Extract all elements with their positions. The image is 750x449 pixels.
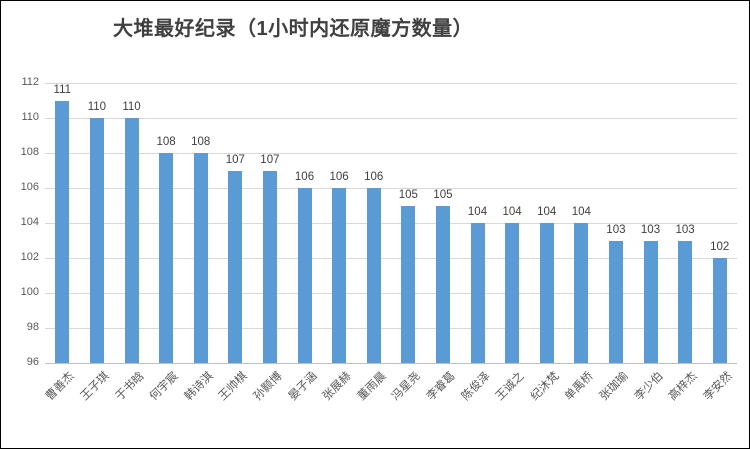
bar-value-label: 103 xyxy=(640,223,661,236)
y-axis-tick-label: 100 xyxy=(20,286,39,298)
x-axis-category-label: 冯星尧 xyxy=(390,370,423,404)
x-axis-category-label: 晏子涵 xyxy=(286,370,320,404)
chart-title: 大堆最好纪录（1小时内还原魔方数量） xyxy=(113,18,474,40)
x-axis-line xyxy=(45,363,737,364)
bar xyxy=(55,100,70,363)
bar-value-label: 110 xyxy=(122,101,141,113)
bar xyxy=(678,240,693,363)
bar xyxy=(643,240,658,363)
x-axis-category-label: 于书晗 xyxy=(113,370,147,404)
bar xyxy=(124,118,139,363)
y-axis-tick-label: 106 xyxy=(20,181,39,193)
bar xyxy=(712,258,727,363)
bar-value-label: 111 xyxy=(53,83,72,96)
gridline xyxy=(45,293,737,294)
x-axis-category-label: 纪沐梵 xyxy=(528,370,562,404)
bar xyxy=(435,205,450,363)
y-axis-tick-label: 112 xyxy=(21,76,39,88)
bar xyxy=(505,223,520,363)
x-axis-category-label: 李少伯 xyxy=(632,370,666,404)
bar xyxy=(159,153,174,363)
x-axis-category-label: 何宇宸 xyxy=(147,370,181,404)
y-axis-tick-label: 98 xyxy=(26,321,39,333)
bar xyxy=(262,170,277,363)
y-axis-tick-label: 96 xyxy=(26,356,39,368)
bar-value-label: 108 xyxy=(156,136,176,148)
gridline xyxy=(45,153,737,154)
x-axis-category-label: 王诚之 xyxy=(493,370,527,404)
bar-value-label: 106 xyxy=(364,171,384,183)
x-axis-category-label: 单禹桥 xyxy=(563,370,596,404)
bar xyxy=(574,223,589,363)
bar-value-label: 104 xyxy=(537,206,557,218)
y-axis-tick-label: 108 xyxy=(20,146,39,158)
bar-value-label: 103 xyxy=(675,223,695,236)
bar-value-label: 107 xyxy=(260,153,280,166)
bar-value-label: 105 xyxy=(398,188,418,201)
x-axis-category-label: 李睿葛 xyxy=(424,370,458,404)
bar-value-label: 102 xyxy=(710,241,730,253)
bar xyxy=(89,118,104,363)
bar xyxy=(193,153,208,363)
gridline xyxy=(45,83,737,84)
bar-value-label: 106 xyxy=(294,171,315,183)
gridline xyxy=(45,188,737,189)
bar-value-label: 104 xyxy=(571,206,591,218)
bar xyxy=(228,170,243,363)
bar-value-label: 108 xyxy=(191,136,211,148)
bar-value-label: 104 xyxy=(467,206,488,218)
y-axis-tick-label: 104 xyxy=(20,216,39,228)
x-axis-category-label: 李安然 xyxy=(701,370,735,404)
gridline xyxy=(45,258,737,259)
bar-value-label: 107 xyxy=(225,153,245,166)
bar-value-label: 103 xyxy=(606,223,626,236)
gridline xyxy=(45,223,737,224)
x-axis-category-label: 曹善杰 xyxy=(44,370,77,404)
x-axis-category-label: 陈俊泽 xyxy=(459,370,493,404)
bar xyxy=(366,188,381,363)
bar xyxy=(297,188,312,363)
gridline xyxy=(45,118,737,119)
x-axis-category-label: 张珈瑜 xyxy=(597,370,631,404)
y-axis-tick-label: 102 xyxy=(20,251,39,263)
bar-value-label: 105 xyxy=(433,188,453,201)
x-axis-category-label: 王子琪 xyxy=(78,370,112,404)
x-axis-category-label: 孙颢博 xyxy=(251,370,285,404)
x-axis-category-label: 董雨晨 xyxy=(355,370,389,404)
bar-value-label: 106 xyxy=(329,171,349,183)
bar xyxy=(401,205,416,363)
y-axis-tick-label: 110 xyxy=(21,111,39,123)
bar-value-label: 104 xyxy=(502,206,522,218)
x-axis-category-label: 韩诗淇 xyxy=(182,370,216,404)
gridline xyxy=(45,328,737,329)
bar-value-label: 110 xyxy=(87,101,107,113)
bar xyxy=(608,240,623,363)
x-axis-category-label: 王帅棋 xyxy=(217,370,250,404)
x-axis-category-label: 张展赫 xyxy=(320,370,354,404)
bar xyxy=(332,188,347,363)
x-axis-category-label: 高梓杰 xyxy=(666,370,700,404)
bar xyxy=(539,223,554,363)
bar xyxy=(470,223,485,363)
